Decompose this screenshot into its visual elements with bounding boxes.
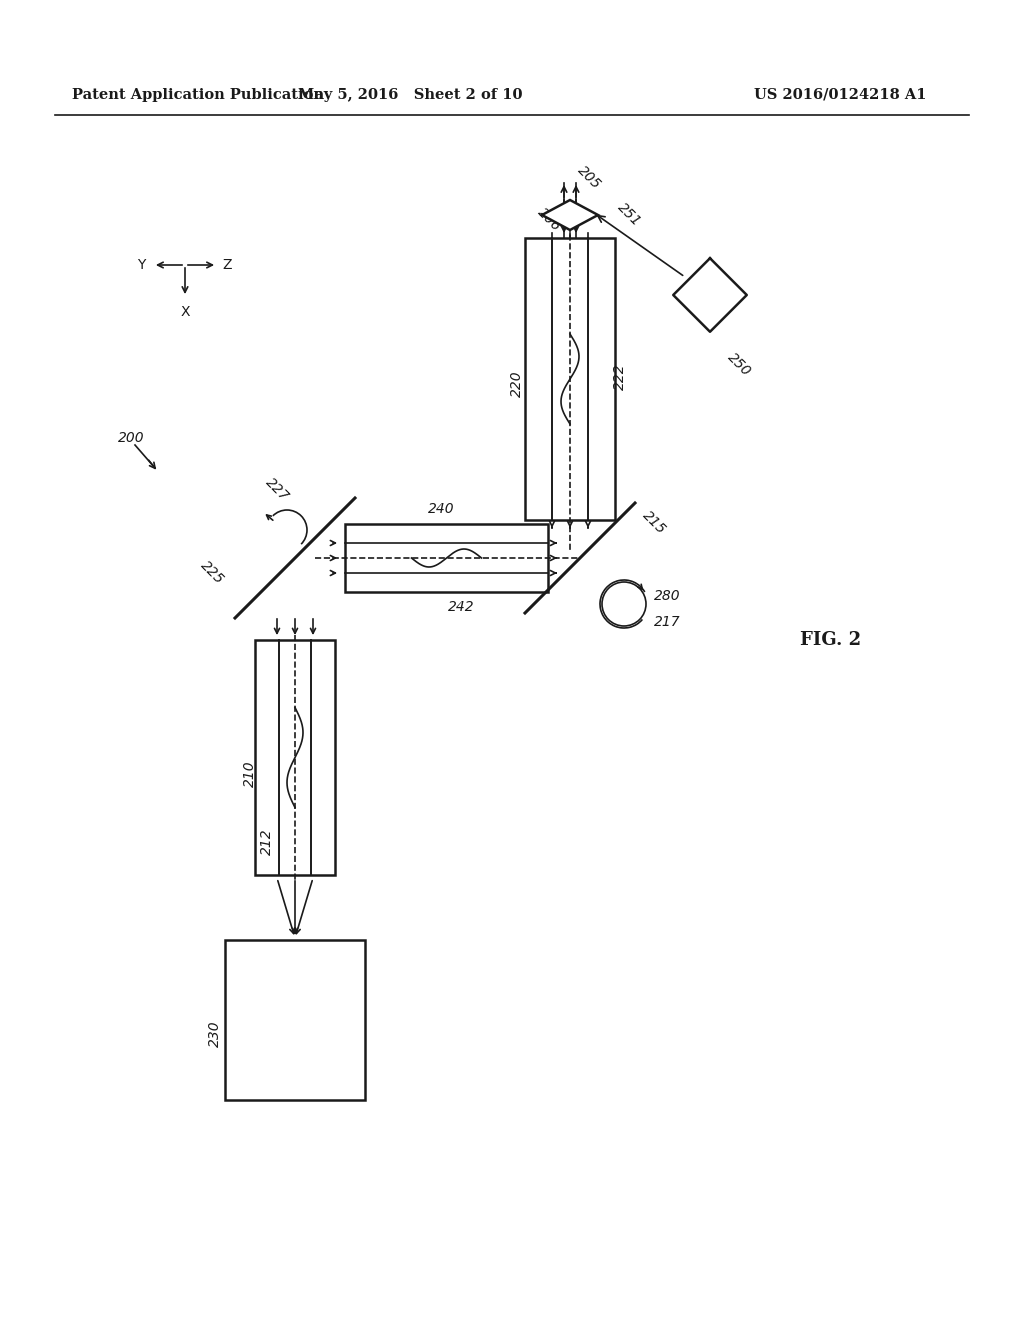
Text: 240: 240: [428, 502, 455, 516]
Text: US 2016/0124218 A1: US 2016/0124218 A1: [754, 88, 927, 102]
Text: 250: 250: [725, 351, 754, 379]
Text: Patent Application Publication: Patent Application Publication: [72, 88, 324, 102]
Text: 251: 251: [615, 201, 644, 230]
Text: 212: 212: [260, 829, 274, 855]
Text: Z: Z: [222, 257, 231, 272]
Text: May 5, 2016   Sheet 2 of 10: May 5, 2016 Sheet 2 of 10: [298, 88, 522, 102]
Text: 227: 227: [263, 475, 292, 504]
Text: X: X: [180, 305, 189, 319]
Text: 220: 220: [510, 370, 524, 396]
Bar: [345, 524, 548, 591]
Bar: [225, 940, 365, 1100]
Text: 280: 280: [654, 589, 681, 603]
Text: 217: 217: [654, 615, 681, 630]
Text: 200: 200: [118, 432, 144, 445]
Text: 225: 225: [199, 558, 227, 587]
Bar: [525, 238, 615, 520]
Text: 210: 210: [243, 760, 257, 787]
Text: 230: 230: [208, 1020, 222, 1047]
Text: 242: 242: [449, 601, 475, 614]
Text: 206: 206: [535, 206, 564, 235]
Text: 215: 215: [640, 508, 669, 537]
Bar: [255, 640, 335, 875]
Text: FIG. 2: FIG. 2: [800, 631, 861, 649]
Text: Y: Y: [136, 257, 145, 272]
Text: 222: 222: [613, 363, 627, 389]
Polygon shape: [542, 201, 598, 230]
Text: 205: 205: [575, 164, 604, 193]
